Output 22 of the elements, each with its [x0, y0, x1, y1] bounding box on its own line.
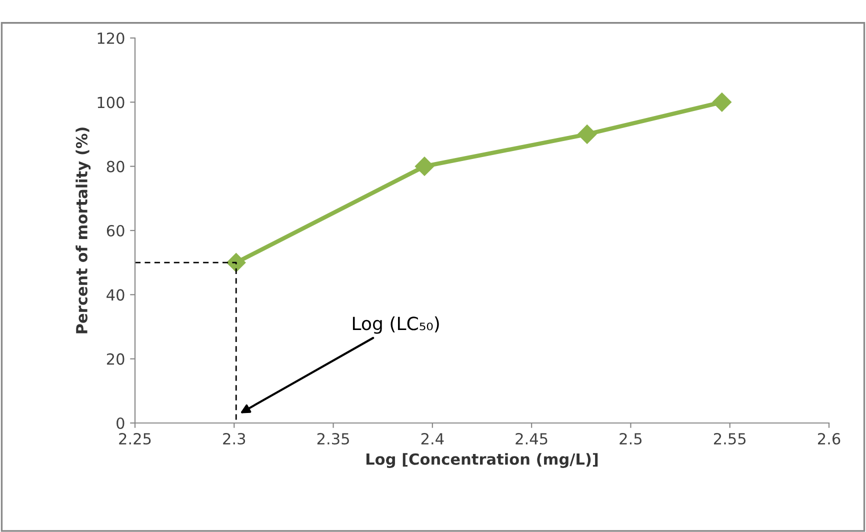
- point: [414, 156, 434, 176]
- y-tick-label: 40: [106, 289, 124, 301]
- x-tick-label: 2.35: [317, 432, 349, 445]
- point: [578, 124, 597, 144]
- y-tick-label: 20: [106, 353, 124, 365]
- y-tick-label: 80: [106, 160, 124, 172]
- x-tick-label: 2.55: [714, 432, 746, 445]
- y-tick-label: 0: [116, 417, 124, 430]
- x-tick-label: 2.3: [223, 432, 246, 445]
- annotation: Log (LC₅₀): [352, 316, 439, 334]
- x-tick-label: 2.6: [818, 432, 840, 445]
- y-axis-title: Percent of mortality (%): [76, 128, 91, 334]
- x-tick-label: 2.5: [620, 432, 642, 445]
- x-tick-label: 2.4: [421, 432, 444, 444]
- x-axis-title: Log [Concentration (mg/L)]: [366, 453, 598, 468]
- y-tick-label: 120: [98, 32, 124, 44]
- y-tick-label: 60: [106, 224, 124, 237]
- point: [712, 92, 732, 112]
- y-tick-label: 100: [98, 96, 124, 108]
- x-tick-label: 2.25: [119, 432, 151, 445]
- x-tick-label: 2.45: [516, 432, 548, 445]
- point: [226, 253, 246, 272]
